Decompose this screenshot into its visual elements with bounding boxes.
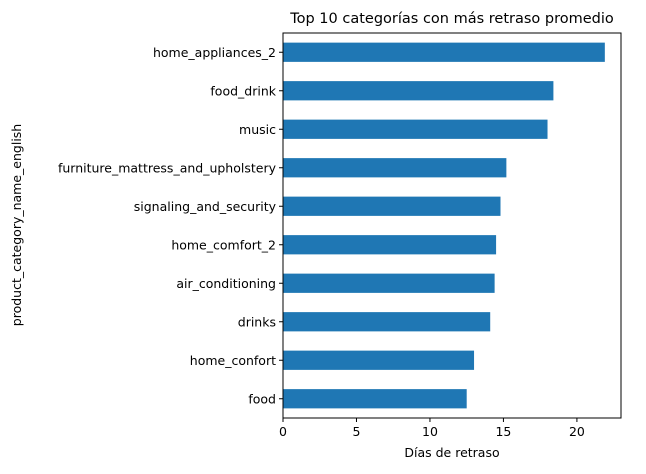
x-tick-label: 5 bbox=[353, 424, 361, 439]
bar-food_drink bbox=[283, 81, 554, 101]
x-tick-label: 10 bbox=[422, 424, 438, 439]
y-tick-label: music bbox=[239, 122, 276, 137]
bar-home_appliances_2 bbox=[283, 42, 605, 62]
y-tick-label: food bbox=[248, 391, 276, 406]
x-tick-label: 0 bbox=[279, 424, 287, 439]
bar-furniture_mattress_and_upholstery bbox=[283, 158, 507, 178]
y-tick-label: drinks bbox=[238, 314, 276, 329]
chart-title: Top 10 categorías con más retraso promed… bbox=[289, 11, 614, 27]
y-tick-label: home_comfort_2 bbox=[171, 237, 276, 252]
bar-food bbox=[283, 389, 467, 409]
bar-air_conditioning bbox=[283, 273, 495, 293]
bars-group bbox=[283, 42, 605, 409]
bar-drinks bbox=[283, 312, 491, 332]
x-tick-label: 20 bbox=[569, 424, 585, 439]
x-tick-label: 15 bbox=[495, 424, 511, 439]
x-tick-group: 0 5 10 15 20 bbox=[279, 418, 585, 439]
y-tick-label: home_appliances_2 bbox=[153, 45, 276, 60]
bar-music bbox=[283, 119, 548, 139]
bar-home_confort bbox=[283, 350, 475, 370]
bar-home_comfort_2 bbox=[283, 235, 497, 255]
y-tick-label: signaling_and_security bbox=[134, 199, 277, 214]
x-axis-title: Días de retraso bbox=[404, 445, 499, 460]
y-tick-label: food_drink bbox=[210, 83, 276, 98]
y-tick-label: air_conditioning bbox=[176, 276, 276, 291]
plot-frame bbox=[282, 32, 622, 419]
y-tick-label: furniture_mattress_and_upholstery bbox=[58, 160, 277, 175]
y-tick-label: home_confort bbox=[190, 353, 276, 368]
bar-signaling_and_security bbox=[283, 196, 501, 216]
y-axis-title: product_category_name_english bbox=[9, 124, 24, 326]
